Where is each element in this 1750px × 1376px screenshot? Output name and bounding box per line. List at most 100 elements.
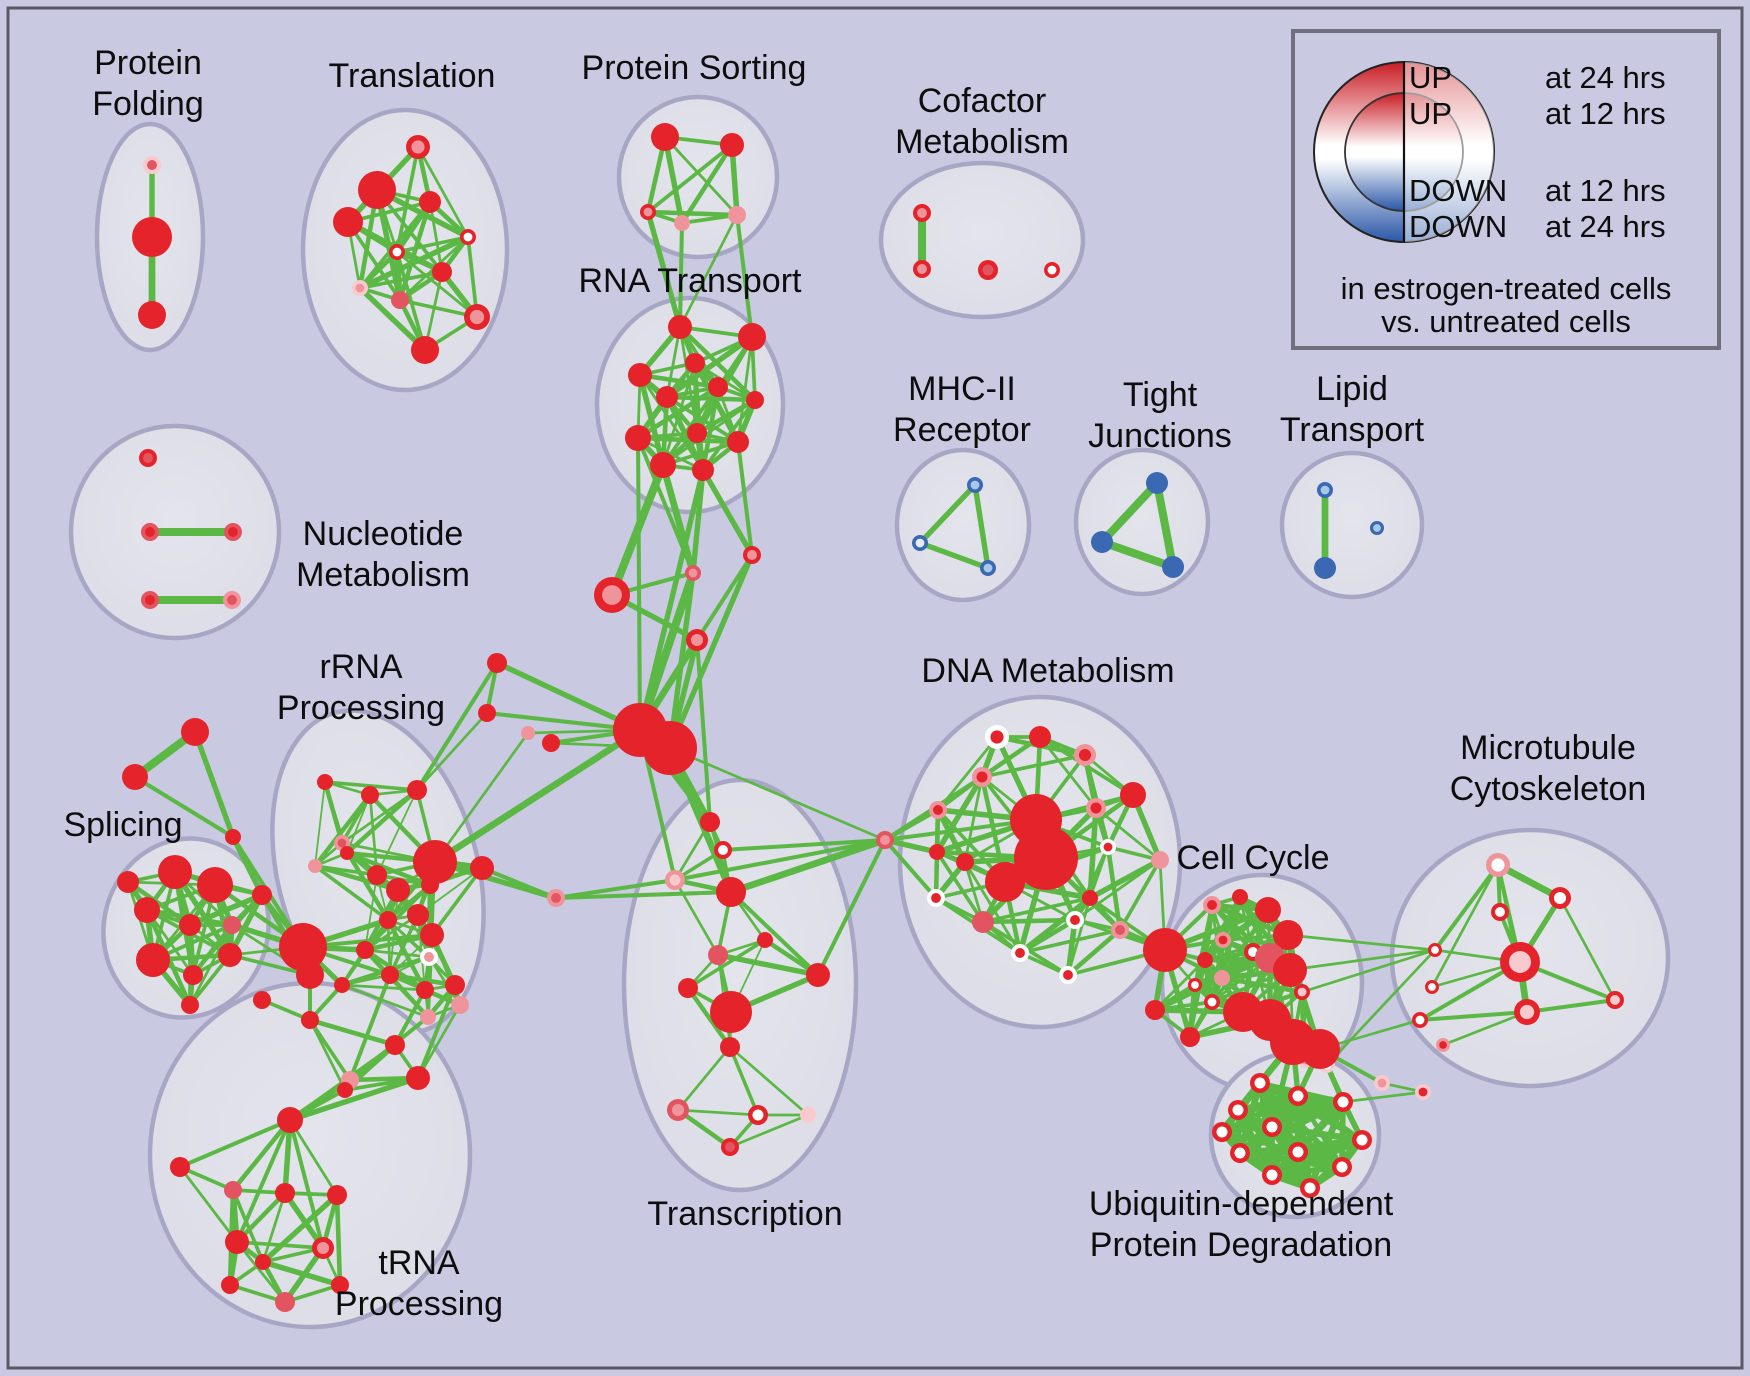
gene-node-center xyxy=(1297,987,1307,997)
gene-node-center xyxy=(1184,1031,1196,1043)
gene-node-center xyxy=(1166,560,1180,574)
gene-node-center xyxy=(139,902,155,918)
edge xyxy=(972,482,991,571)
gene-node-center xyxy=(1234,1147,1246,1159)
gene-node-center xyxy=(933,805,943,815)
edge xyxy=(727,836,889,896)
edge xyxy=(234,1117,293,1245)
edge xyxy=(645,209,683,330)
gene-node-center xyxy=(449,979,461,991)
gene-node-center xyxy=(411,1071,425,1085)
legend-direction-label: DOWN xyxy=(1409,209,1507,244)
gene-node-center xyxy=(1033,730,1047,744)
edge xyxy=(637,372,721,390)
edge xyxy=(428,200,444,274)
edge xyxy=(1432,862,1501,953)
gene-node-center xyxy=(917,264,927,274)
node-layer xyxy=(117,123,1624,1312)
edge xyxy=(882,837,939,901)
gene-node-center xyxy=(343,849,351,857)
cluster-label-pf: Folding xyxy=(92,85,204,123)
legend-box xyxy=(1291,29,1721,350)
edge xyxy=(672,837,888,883)
edge xyxy=(694,552,755,643)
edge xyxy=(231,1188,265,1264)
gene-node-center xyxy=(976,915,990,929)
gene-node-center xyxy=(1152,937,1178,963)
gene-node-center xyxy=(183,918,197,932)
edge xyxy=(388,973,430,1019)
edge xyxy=(1219,975,1305,995)
edge xyxy=(427,955,462,1007)
edge xyxy=(1524,997,1618,1015)
edge xyxy=(415,711,489,792)
gene-node-center xyxy=(931,893,941,903)
gene-node-center xyxy=(174,1161,186,1173)
gene-node-center xyxy=(602,585,622,605)
cluster-label-mt: Microtubule xyxy=(1460,729,1636,767)
edge xyxy=(363,948,431,959)
gene-node-center xyxy=(990,730,1004,744)
cluster-label-ps: Protein Sorting xyxy=(582,49,807,87)
legend-note: vs. untreated cells xyxy=(1381,304,1631,339)
cluster-label-cf: Cofactor xyxy=(918,82,1047,120)
edge xyxy=(736,335,754,444)
gene-node-center xyxy=(1553,891,1567,905)
cluster-label-cc: Cell Cycle xyxy=(1176,839,1329,877)
edge xyxy=(416,1003,462,1080)
gene-node-center xyxy=(1085,893,1095,903)
gene-node-center xyxy=(731,435,745,449)
gene-node-center xyxy=(725,1142,735,1152)
gene-node-center xyxy=(389,1039,401,1051)
gene-node-center xyxy=(257,995,267,1005)
edge xyxy=(677,220,685,330)
gene-node-center xyxy=(655,457,671,473)
edge xyxy=(287,1075,421,1123)
edge xyxy=(1065,927,1123,978)
gene-node-center xyxy=(1373,524,1381,532)
edge xyxy=(728,889,821,978)
gene-node-center xyxy=(880,835,890,845)
gene-node-center xyxy=(982,264,994,276)
legend-direction-label: UP xyxy=(1409,60,1452,95)
gene-node-center xyxy=(719,1000,743,1024)
gene-node-center xyxy=(1356,1134,1368,1146)
gene-node-center xyxy=(1431,946,1439,954)
gene-node-center xyxy=(696,463,710,477)
edge xyxy=(414,660,500,793)
gene-node-center xyxy=(1318,561,1332,575)
gene-node-center xyxy=(371,869,383,881)
gene-node-center xyxy=(1015,948,1025,958)
cluster-ellipse-tj xyxy=(1073,447,1211,597)
gene-node-center xyxy=(279,1187,291,1199)
gene-node-center xyxy=(725,138,739,152)
gene-node-center xyxy=(915,538,925,548)
gene-node-center xyxy=(391,883,405,897)
edge xyxy=(260,1192,340,1265)
cluster-ellipse-mh xyxy=(894,447,1032,603)
edge xyxy=(553,877,678,901)
gene-node-center xyxy=(337,980,347,990)
gene-node-center xyxy=(1266,1169,1278,1181)
gene-node-center xyxy=(365,790,375,800)
edge xyxy=(282,1190,326,1251)
gene-node-center xyxy=(305,1015,315,1025)
edge xyxy=(177,1117,293,1170)
gene-node-center xyxy=(302,967,318,983)
edge xyxy=(1017,917,1078,956)
edge xyxy=(313,864,390,922)
gene-node-center xyxy=(1207,997,1217,1007)
gene-node-center xyxy=(422,849,448,875)
edge xyxy=(935,850,985,924)
gene-node-center xyxy=(1280,960,1300,980)
edge xyxy=(1152,478,1178,572)
edge xyxy=(346,794,371,854)
edge xyxy=(917,482,978,546)
gene-node-center xyxy=(1103,842,1113,852)
legend-time-label: at 24 hrs xyxy=(1545,60,1666,95)
gene-node-center xyxy=(366,179,388,201)
edge xyxy=(728,1045,760,1117)
gene-node-center xyxy=(803,1110,813,1120)
cluster-label-tj: Junctions xyxy=(1088,417,1232,455)
